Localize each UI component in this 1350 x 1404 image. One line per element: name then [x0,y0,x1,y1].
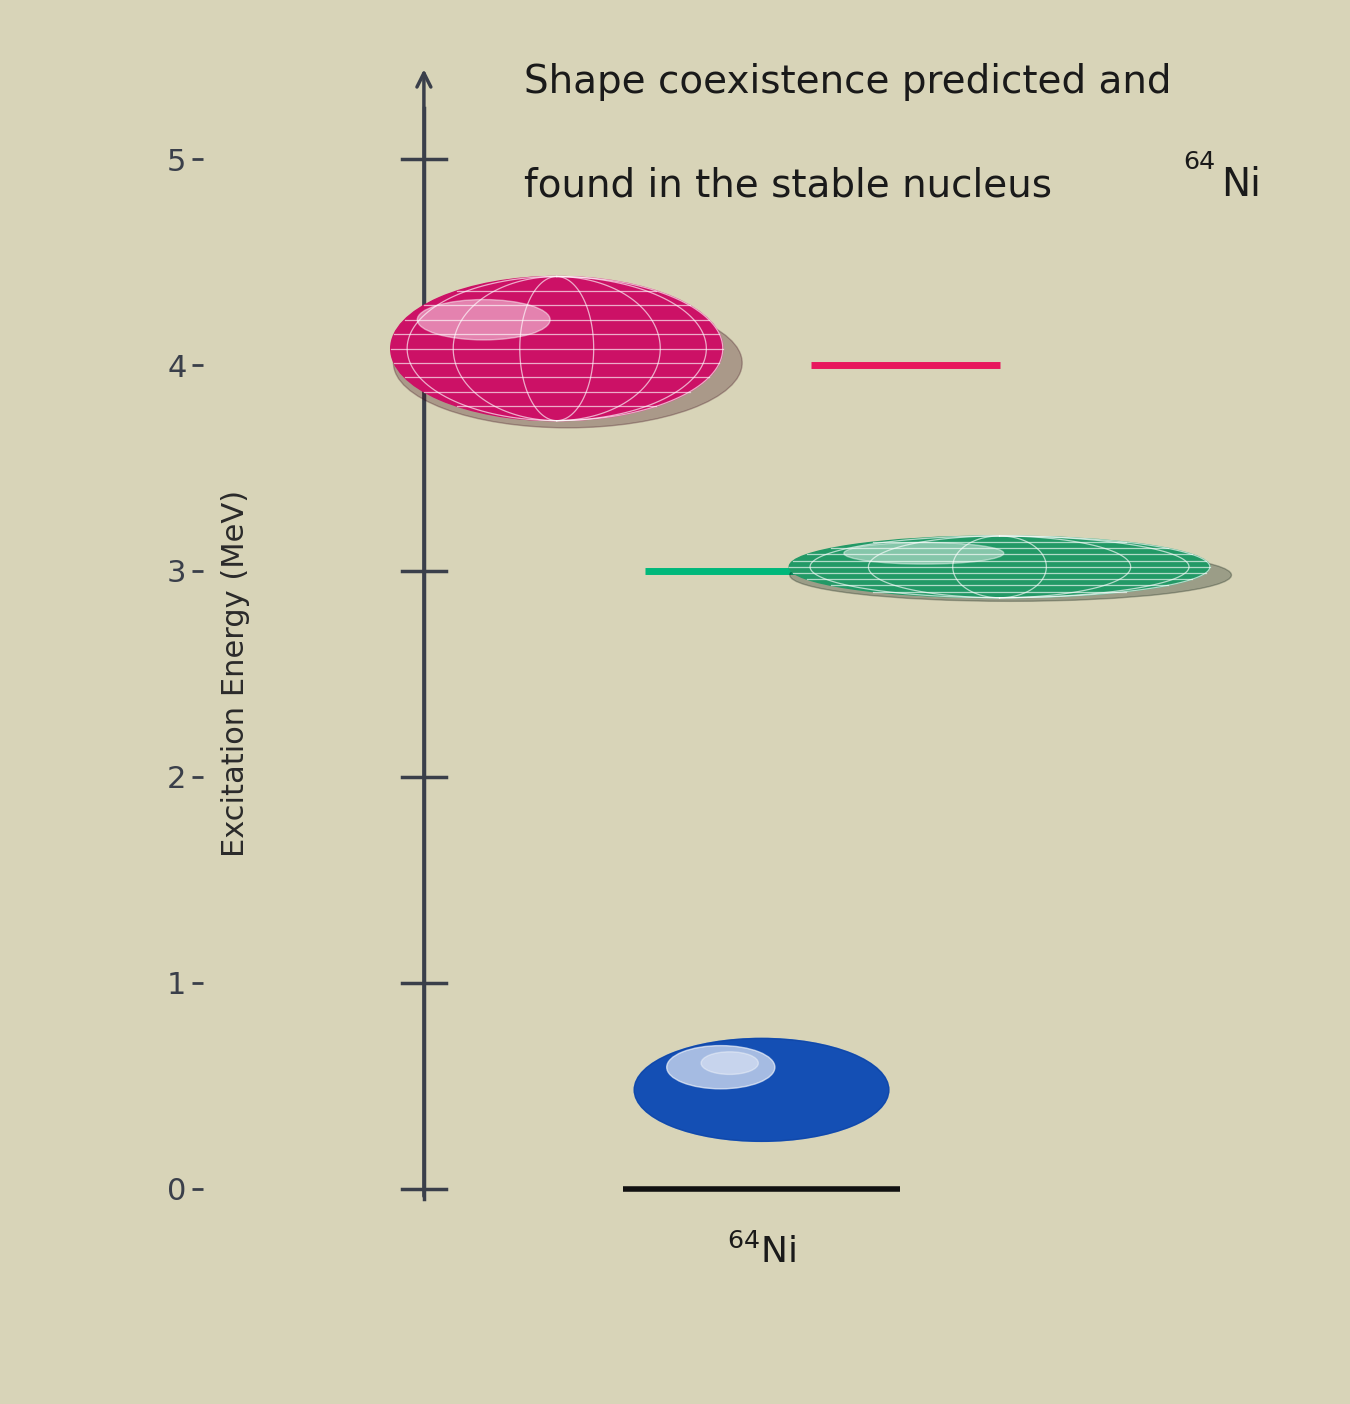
Ellipse shape [701,1052,759,1074]
Ellipse shape [844,542,1004,564]
Ellipse shape [390,277,722,421]
Text: Shape coexistence predicted and: Shape coexistence predicted and [524,63,1170,101]
Text: 64: 64 [1184,150,1215,174]
Ellipse shape [393,298,742,428]
Text: found in the stable nucleus: found in the stable nucleus [524,167,1064,205]
Text: Excitation Energy (MeV): Excitation Energy (MeV) [221,490,250,858]
Ellipse shape [790,549,1231,601]
Text: $^{64}$Ni: $^{64}$Ni [726,1234,796,1271]
Ellipse shape [667,1046,775,1090]
Ellipse shape [634,1039,888,1141]
Ellipse shape [417,299,549,340]
Ellipse shape [790,536,1210,598]
Ellipse shape [634,1039,888,1141]
Text: Ni: Ni [1220,167,1261,205]
